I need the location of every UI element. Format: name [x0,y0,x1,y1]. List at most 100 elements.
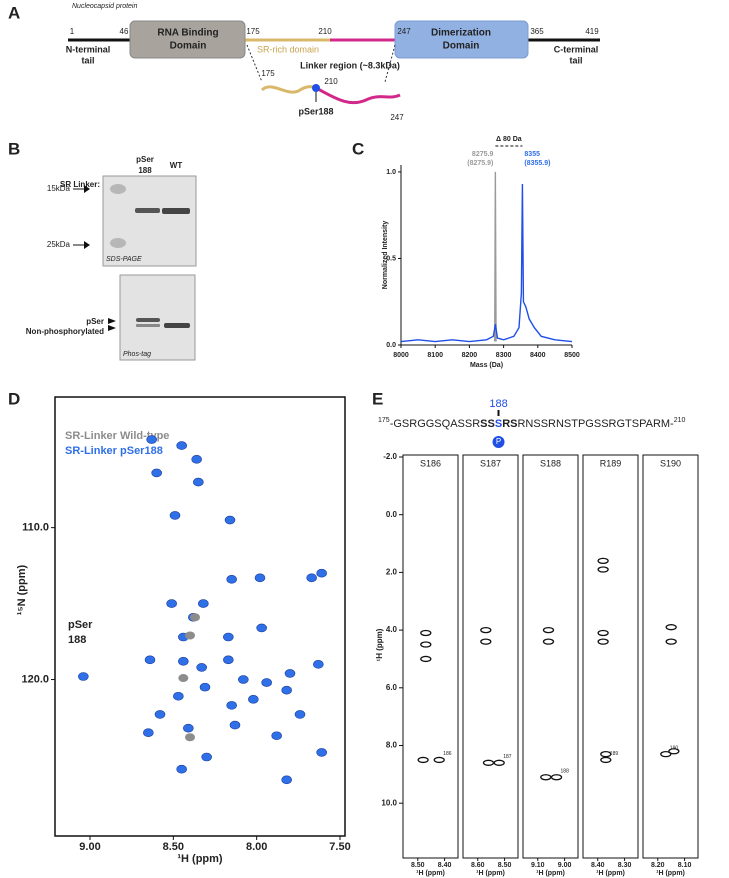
band-label: Non-phosphorylated [26,327,104,336]
y-tick-label: 0.0 [386,510,398,519]
y-tick-label: 2.0 [386,568,398,577]
peak [248,694,259,704]
x-axis-label: ¹H (ppm) [656,870,685,877]
phospho-site [312,84,320,92]
lane-label: 188 [138,166,152,175]
seq-site: S [495,418,502,430]
peak [78,672,89,681]
x-tick-label: 8.00 [246,841,267,853]
strip-frame [642,454,699,859]
linker-sr [260,85,317,94]
peak [271,731,282,741]
peak [281,685,292,695]
peak [226,574,237,584]
peak [185,631,195,640]
y-tick-label: 120.0 [21,673,49,685]
y-tick-label: 4.0 [386,625,398,634]
zoom-line [246,44,263,83]
y-axis-label: Normalized Intensity [382,221,389,290]
peak [480,638,492,645]
peak [223,655,234,665]
panel-label: B [8,139,20,158]
residue-number: 419 [585,27,599,36]
lane-label: WT [170,161,183,170]
peak [226,701,237,710]
arrow [108,325,116,331]
seq-part: RS [502,418,517,430]
site-number: 188 [489,398,507,410]
residue-number: 247 [390,113,404,122]
peak [600,750,612,758]
peak-theoretical: (8275.9) [467,160,493,167]
x-axis-label: ¹H (ppm) [416,870,445,877]
legend-entry: SR-Linker Wild-type [65,430,169,442]
peak [229,720,241,730]
gel-label: Phos-tag [123,351,151,358]
strip-title: S187 [480,458,501,468]
peak [190,613,200,622]
peak [146,435,157,444]
peak [284,669,296,678]
peak [294,710,306,719]
peak [433,756,445,764]
peak [420,629,432,637]
peak-label: 188 [561,769,570,775]
peak-theoretical: (8355.9) [524,160,550,167]
domain-label: Domain [443,41,480,52]
peak [238,675,249,684]
peak [166,599,177,608]
peak [154,710,166,719]
peak [306,573,317,583]
x-tick-label: 8.40 [591,862,605,869]
peak [313,660,324,669]
x-tick-label: 8.20 [651,862,665,869]
x-tick-label: 8.30 [618,862,632,869]
strip-title: S190 [660,458,681,468]
x-axis-label: Mass (Da) [470,362,503,369]
peak [420,655,432,663]
plot-frame [54,396,346,837]
peak-label: 187 [503,754,512,760]
peak [223,632,234,642]
seq-part: RNSSRNSTPGSSRGTSPARM- [517,418,674,430]
peak-label: 186 [443,751,452,757]
tail-label: C-terminal [554,44,599,54]
peak [493,759,505,766]
strip-frame [582,454,639,859]
gel-band [136,324,160,327]
sr-label: SR-rich domain [257,44,319,54]
site-label: pSer188 [298,106,333,116]
residue-number: 175 [246,27,260,36]
peak [542,638,555,645]
strip-title: S188 [540,458,561,468]
peak [178,674,189,683]
delta-label: Δ 80 Da [496,136,522,143]
marker-label: 25kDa [47,240,71,249]
x-tick-label: 8.50 [498,862,512,869]
domain-label: Domain [170,41,207,52]
y-tick-label: 110.0 [22,522,49,534]
y-axis-label: ¹⁵N (ppm) [16,564,28,615]
x-tick-label: 8.50 [163,841,184,853]
x-tick-label: 8100 [427,352,443,359]
gel-band [162,208,190,214]
peak-mass: 8275.9 [472,151,494,158]
peak [420,641,432,648]
peak [198,599,209,608]
peak [199,682,211,692]
sequence: 175-GSRGGSQASSRSSSRSRNSSRNSTPGSSRGTSPARM… [378,417,686,430]
seq-part: -GSRGGSQASSR [390,418,481,430]
y-tick-label: 8.0 [386,741,398,750]
peak [201,752,212,762]
seq-end: 210 [674,417,686,424]
panel-label: A [8,3,20,22]
peak [660,750,672,758]
gel-band [164,323,190,328]
dimer-domain-box [394,20,529,59]
phospho-badge [492,436,505,448]
x-tick-label: 8000 [393,352,409,359]
peak [151,468,162,478]
peak [143,728,154,738]
residue-number: 210 [324,77,338,86]
